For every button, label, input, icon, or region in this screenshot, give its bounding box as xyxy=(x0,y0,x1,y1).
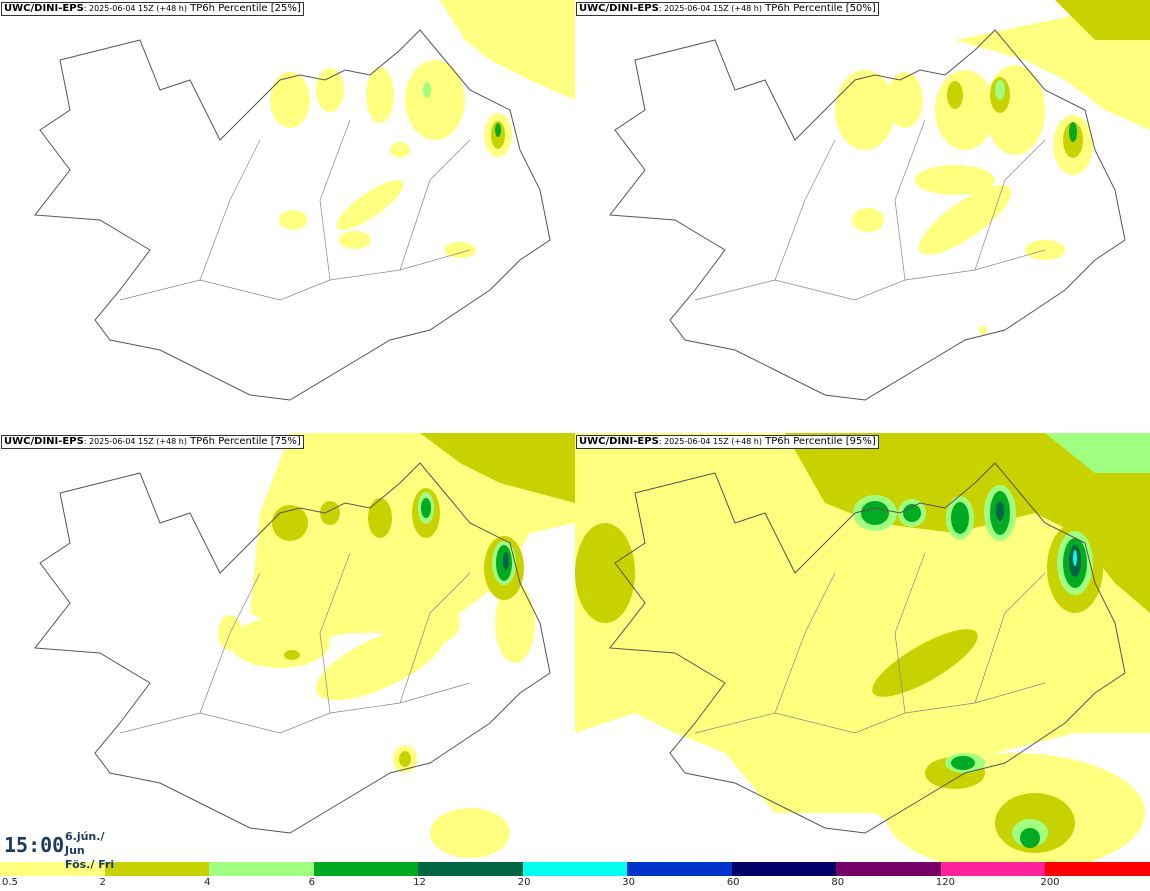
precip-map xyxy=(34,433,575,858)
precip-field-4 xyxy=(995,80,1005,100)
legend-swatch xyxy=(731,862,838,876)
legend-tick: 20 xyxy=(517,877,531,888)
valid-date-label: 6.jún./ Jun xyxy=(65,830,105,857)
legend-swatch xyxy=(836,862,942,876)
coastline xyxy=(34,29,551,401)
legend-swatch xyxy=(104,862,211,876)
roads xyxy=(119,552,471,734)
precip-field-12 xyxy=(503,552,509,570)
precip-field xyxy=(218,433,575,858)
roads xyxy=(694,552,1046,734)
legend-swatch xyxy=(418,862,524,876)
legend-swatch xyxy=(522,862,629,876)
legend-swatch xyxy=(209,862,315,876)
legend-swatch xyxy=(627,862,733,876)
coastline xyxy=(609,462,1126,834)
precip-map xyxy=(609,0,1150,401)
precip-field-20 xyxy=(1073,550,1077,566)
precip-field-6 xyxy=(1069,122,1077,142)
color-legend: 0.5 2 4 6 12 20 30 60 80 120 200 xyxy=(0,862,1150,891)
valid-time-box: 15:00 6.jún./ Jun Fös./ Fri xyxy=(0,828,127,871)
legend-swatch xyxy=(1045,862,1150,876)
legend-tick: 120 xyxy=(935,877,955,888)
precip-field-6 xyxy=(495,123,501,137)
legend-tick: 60 xyxy=(726,877,740,888)
legend-tick: 12 xyxy=(413,877,426,888)
valid-day-label: Fös./ Fri xyxy=(65,858,115,871)
panel-header: UWC/DINI-EPS: 2025-06-04 15Z (+48 h) TP6… xyxy=(1,435,304,449)
legend-tick: 4 xyxy=(204,877,211,888)
map-panel-p75: UWC/DINI-EPS: 2025-06-04 15Z (+48 h) TP6… xyxy=(0,433,575,863)
valid-date: 6.jún./ Jun Fös./ Fri xyxy=(65,830,127,872)
legend-tick: 200 xyxy=(1040,877,1060,888)
map-panel-p50: UWC/DINI-EPS: 2025-06-04 15Z (+48 h) TP6… xyxy=(575,0,1150,430)
coastline xyxy=(34,462,551,834)
precip-map xyxy=(575,433,1150,863)
precip-map xyxy=(34,0,575,401)
panel-header: UWC/DINI-EPS: 2025-06-04 15Z (+48 h) TP6… xyxy=(576,2,879,16)
coastline xyxy=(609,29,1126,401)
precip-field xyxy=(835,0,1150,335)
valid-time: 15:00 xyxy=(4,833,65,857)
precip-field xyxy=(270,0,575,258)
roads xyxy=(119,119,471,301)
legend-tick: 30 xyxy=(622,877,635,888)
precip-field-2 xyxy=(947,0,1150,158)
legend-swatch xyxy=(313,862,420,876)
roads xyxy=(694,119,1046,301)
map-panel-p95: UWC/DINI-EPS: 2025-06-04 15Z (+48 h) TP6… xyxy=(575,433,1150,863)
map-panel-p25: UWC/DINI-EPS: 2025-06-04 15Z (+48 h) TP6… xyxy=(0,0,575,430)
legend-swatch xyxy=(0,862,106,876)
panel-header: UWC/DINI-EPS: 2025-06-04 15Z (+48 h) TP6… xyxy=(576,435,879,449)
legend-tick: 0.5 xyxy=(2,877,18,888)
panel-header: UWC/DINI-EPS: 2025-06-04 15Z (+48 h) TP6… xyxy=(1,2,304,16)
legend-swatch xyxy=(940,862,1047,876)
legend-tick: 2 xyxy=(99,877,106,888)
legend-tick: 80 xyxy=(831,877,845,888)
precip-field-4 xyxy=(423,82,431,98)
legend-tick: 6 xyxy=(308,877,315,888)
